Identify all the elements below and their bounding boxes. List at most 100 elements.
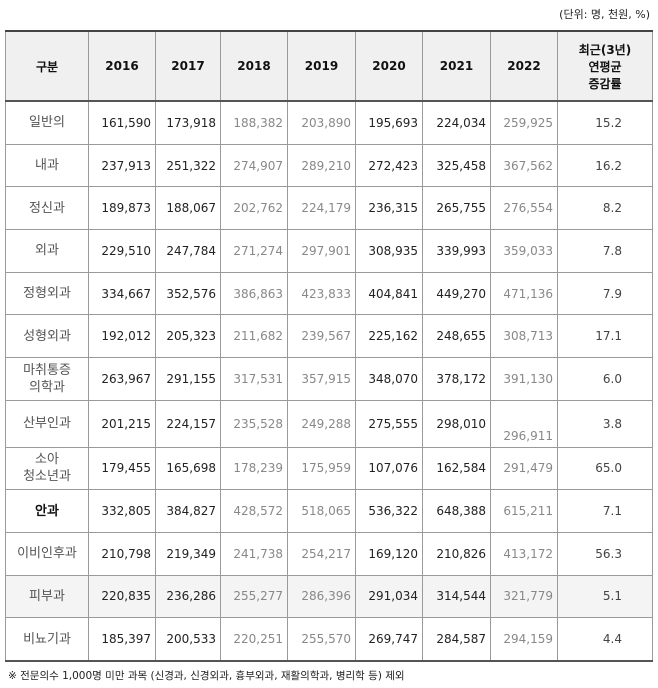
value-cell: 173,918 — [155, 100, 221, 145]
value-cell: 236,315 — [355, 186, 423, 231]
cell-line: 청소년과 — [23, 469, 71, 485]
rate-cell: 5.1 — [557, 574, 653, 619]
table-row: 이비인후과 210,798 219,349 241,738 254,217 169,120… — [5, 531, 653, 576]
value-cell: 648,388 — [422, 489, 491, 533]
value-cell: 225,162 — [355, 314, 423, 359]
rate-cell: 17.1 — [557, 314, 653, 359]
value-cell: 359,033 — [490, 229, 558, 273]
value-cell: 248,655 — [422, 314, 491, 359]
value-cell: 219,349 — [155, 531, 221, 576]
table-row: 피부과 220,835 236,286 255,277 286,396 291,034 31… — [5, 574, 653, 619]
value-cell: 348,070 — [355, 357, 423, 401]
value-cell: 308,935 — [355, 229, 423, 273]
table-row: 정형외과 334,667 352,576 386,863 423,833 404,841 4… — [5, 271, 653, 316]
row-label: 비뇨기과 — [5, 617, 89, 662]
value-cell: 518,065 — [287, 489, 356, 533]
value-cell: 384,827 — [155, 489, 221, 533]
row-label: 이비인후과 — [5, 531, 89, 576]
value-cell: 210,798 — [88, 531, 156, 576]
cell-line: 비뇨기과 — [23, 631, 71, 647]
value-cell: 202,762 — [220, 186, 288, 231]
cell-line: 일반의 — [29, 115, 65, 131]
rate-cell: 16.2 — [557, 143, 653, 188]
value-cell: 428,572 — [220, 489, 288, 533]
header-cell: 2021 — [422, 30, 491, 102]
value-cell: 269,747 — [355, 617, 423, 662]
value-cell: 325,458 — [422, 143, 491, 188]
value-cell: 205,323 — [155, 314, 221, 359]
value-cell: 296,911 — [490, 399, 558, 448]
table-row: 마취통증 의학과 263,967 291,155 317,531 357,915 348,0… — [5, 357, 653, 401]
value-cell: 210,826 — [422, 531, 491, 576]
value-cell: 178,239 — [220, 446, 288, 491]
value-cell: 308,713 — [490, 314, 558, 359]
value-cell: 297,901 — [287, 229, 356, 273]
value-cell: 367,562 — [490, 143, 558, 188]
cell-line: 증감률 — [588, 76, 622, 91]
value-cell: 321,779 — [490, 574, 558, 619]
value-cell: 229,510 — [88, 229, 156, 273]
value-cell: 291,155 — [155, 357, 221, 401]
value-cell: 239,567 — [287, 314, 356, 359]
row-label: 소아 청소년과 — [5, 446, 89, 491]
value-cell: 224,157 — [155, 399, 221, 448]
value-cell: 192,012 — [88, 314, 156, 359]
cell-line: 마취통증 — [23, 362, 71, 378]
table-row: 소아 청소년과 179,455 165,698 178,239 175,959 107,07… — [5, 446, 653, 491]
value-cell: 275,555 — [355, 399, 423, 448]
row-label: 정형외과 — [5, 271, 89, 316]
header-cell: 2022 — [490, 30, 558, 102]
value-cell: 352,576 — [155, 271, 221, 316]
value-cell: 211,682 — [220, 314, 288, 359]
row-label: 내과 — [5, 143, 89, 188]
value-cell: 200,533 — [155, 617, 221, 662]
header-cell: 2017 — [155, 30, 221, 102]
value-cell: 255,570 — [287, 617, 356, 662]
value-cell: 161,590 — [88, 100, 156, 145]
rate-cell: 4.4 — [557, 617, 653, 662]
rate-cell: 7.9 — [557, 271, 653, 316]
value-cell: 332,805 — [88, 489, 156, 533]
value-cell: 169,120 — [355, 531, 423, 576]
row-label: 마취통증 의학과 — [5, 357, 89, 401]
value-cell: 188,382 — [220, 100, 288, 145]
value-cell: 272,423 — [355, 143, 423, 188]
cell-line: 성형외과 — [23, 328, 71, 344]
value-cell: 423,833 — [287, 271, 356, 316]
value-cell: 339,993 — [422, 229, 491, 273]
value-cell: 615,211 — [490, 489, 558, 533]
header-cell: 2019 — [287, 30, 356, 102]
value-cell: 201,215 — [88, 399, 156, 448]
rate-cell: 15.2 — [557, 100, 653, 145]
value-cell: 179,455 — [88, 446, 156, 491]
cell-line: 의학과 — [29, 379, 65, 395]
value-cell: 249,288 — [287, 399, 356, 448]
header-cell: 구분 — [5, 30, 89, 102]
value-cell: 236,286 — [155, 574, 221, 619]
value-cell: 391,130 — [490, 357, 558, 401]
cell-line: 이비인후과 — [17, 546, 77, 562]
value-cell: 386,863 — [220, 271, 288, 316]
cell-line: 내과 — [35, 158, 59, 174]
value-cell: 286,396 — [287, 574, 356, 619]
cell-line: 연평균 — [588, 59, 622, 74]
rate-cell: 6.0 — [557, 357, 653, 401]
value-cell: 254,217 — [287, 531, 356, 576]
value-cell: 298,010 — [422, 399, 491, 448]
row-label: 성형외과 — [5, 314, 89, 359]
value-cell: 203,890 — [287, 100, 356, 145]
value-cell: 263,967 — [88, 357, 156, 401]
value-cell: 413,172 — [490, 531, 558, 576]
row-label: 일반의 — [5, 100, 89, 145]
rate-cell: 7.1 — [557, 489, 653, 533]
value-cell: 284,587 — [422, 617, 491, 662]
value-cell: 247,784 — [155, 229, 221, 273]
footnote: ※ 전문의수 1,000명 미만 과목 (신경과, 신경외과, 흉부외과, 재활… — [8, 670, 405, 682]
cell-line: 피부과 — [29, 588, 65, 604]
value-cell: 224,179 — [287, 186, 356, 231]
table-row: 비뇨기과 185,397 200,533 220,251 255,570 269,747 2… — [5, 617, 653, 662]
table-row: 산부인과 201,215 224,157 235,528 249,288 275,555 2… — [5, 399, 653, 448]
table-row: 일반의 161,590 173,918 188,382 203,890 195,693 22… — [5, 100, 653, 145]
row-label: 산부인과 — [5, 399, 89, 448]
